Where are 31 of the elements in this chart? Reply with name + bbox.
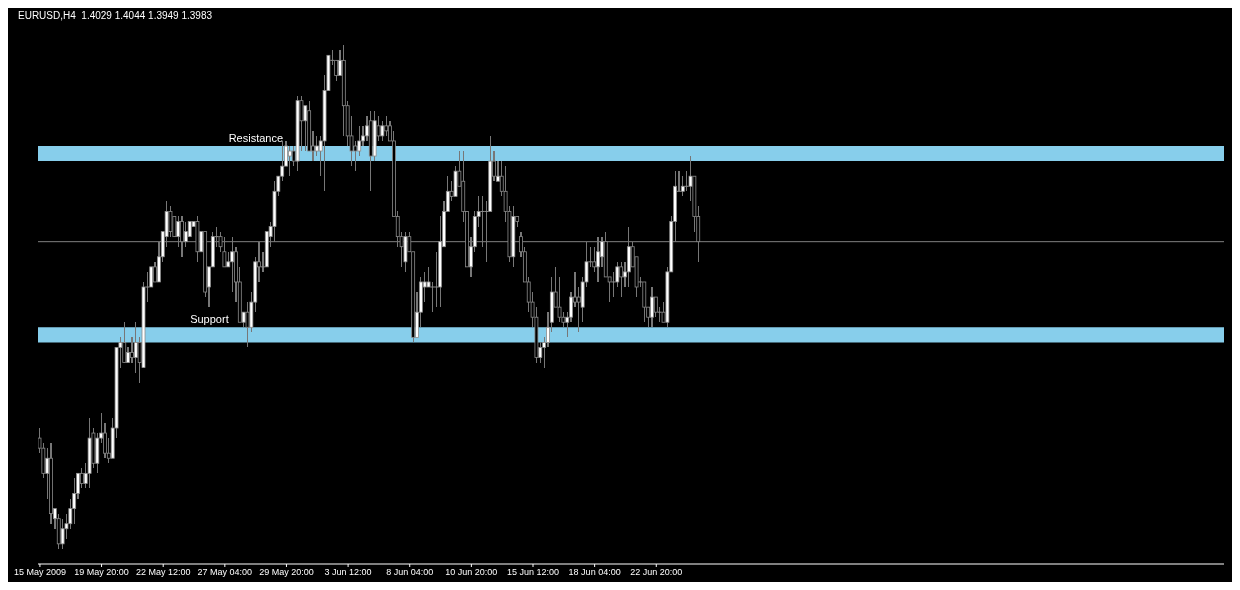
candlestick [653, 296, 658, 318]
candlestick [650, 286, 654, 328]
candlestick [380, 120, 385, 142]
x-tick-label: 27 May 04:00 [197, 567, 253, 578]
band-label: Support [190, 313, 229, 326]
x-tick-label: 22 May 12:00 [135, 567, 191, 578]
candlestick [592, 246, 597, 273]
x-tick-label: 15 May 2009 [13, 567, 66, 578]
candlestick [287, 145, 292, 177]
candlestick [619, 261, 624, 298]
candlestick [314, 135, 319, 157]
x-tick-label: 18 Jun 04:00 [568, 567, 621, 578]
x-tick-label: 10 Jun 20:00 [445, 567, 498, 578]
band-label: Resistance [228, 131, 284, 144]
candlestick [149, 266, 154, 288]
x-tick-label: 22 Jun 20:00 [630, 567, 683, 578]
candlestick [79, 467, 84, 490]
x-tick-label: 8 Jun 04:00 [386, 567, 434, 578]
candlestick [60, 518, 65, 550]
candlestick [130, 336, 134, 364]
x-tick-label: 15 Jun 12:00 [506, 567, 560, 578]
candlestick [72, 477, 77, 525]
x-tick-label: 29 May 20:00 [259, 567, 314, 578]
chart-title: EURUSD,H4 1.4029 1.4044 1.3949 1.3983 [18, 10, 213, 21]
candlestick [557, 276, 562, 323]
candlestick [133, 321, 138, 374]
candlestick [680, 175, 685, 197]
x-tick-label: 3 Jun 12:00 [324, 567, 372, 578]
candlestick [429, 281, 435, 313]
x-tick-label: 19 May 20:00 [74, 567, 129, 578]
candlestick [168, 205, 173, 238]
